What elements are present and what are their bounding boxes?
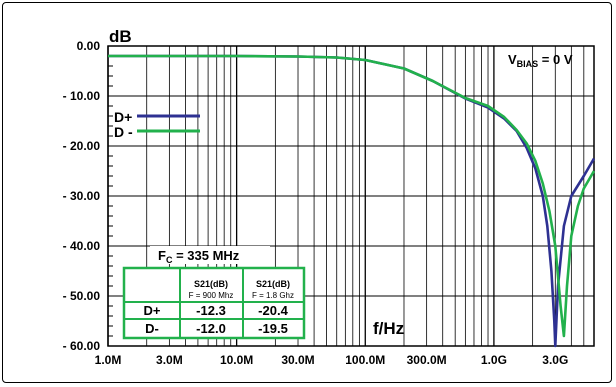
x-tick-label: 3.0G	[542, 353, 568, 367]
table-row-dplus-1800: -20.4	[258, 303, 288, 318]
x-tick-label: 1.0M	[95, 353, 122, 367]
table-row-dminus-900: -12.0	[196, 321, 226, 336]
x-tick-label: 10.0M	[220, 353, 253, 367]
table-row-dminus-1800: -19.5	[258, 321, 288, 336]
x-tick-label: 30.0M	[281, 353, 314, 367]
legend-label-dminus: D -	[114, 124, 133, 140]
x-axis: 1.0M 3.0M 10.0M 30.0M 100.0M 300.0M 1.0G 3.0G	[95, 353, 569, 367]
table-row-dplus-900: -12.3	[196, 303, 226, 318]
x-tick-label: 300.0M	[407, 353, 447, 367]
y-tick-label: - 50.00	[63, 289, 101, 303]
y-axis-label: dB	[109, 27, 132, 46]
y-tick-label: - 10.00	[63, 89, 101, 103]
y-tick-label: - 20.00	[63, 139, 101, 153]
legend-label-dplus: D+	[114, 109, 132, 125]
x-tick-label: 1.0G	[481, 353, 507, 367]
series-lines	[108, 54, 596, 348]
fc-annotation: FC = 335 MHz	[158, 248, 240, 265]
vbias-annotation: VBIAS = 0 V	[508, 52, 573, 69]
x-tick-label: 3.0M	[156, 353, 183, 367]
chart-frame	[2, 2, 612, 383]
y-tick-label: - 30.00	[63, 189, 101, 203]
legend: D+ D -	[114, 109, 200, 140]
plot-area	[107, 45, 595, 347]
table-col1-head: S21(dB)	[194, 279, 228, 289]
fc-annotation-bg	[150, 246, 270, 264]
table-col2-head: S21(dB)	[256, 279, 290, 289]
table-row-dminus-label: D-	[145, 321, 159, 336]
y-tick-label: - 40.00	[63, 239, 101, 253]
y-axis: 0.00 - 10.00 - 20.00 - 30.00 - 40.00 - 50.00 -…	[63, 39, 101, 353]
table-col2-sub: F = 1.8 Ghz	[252, 291, 294, 300]
x-axis-label: f/Hz	[373, 319, 404, 338]
x-tick-label: 100.0M	[345, 353, 385, 367]
y-tick-label: - 60.00	[63, 339, 101, 353]
table-row-dplus-label: D+	[144, 303, 161, 318]
table-col1-sub: F = 900 Mhz	[189, 291, 234, 300]
y-tick-label: 0.00	[77, 39, 101, 53]
s21-table: S21(dB) F = 900 Mhz S21(dB) F = 1.8 Ghz …	[122, 266, 306, 340]
series-line-dminus	[108, 54, 596, 338]
